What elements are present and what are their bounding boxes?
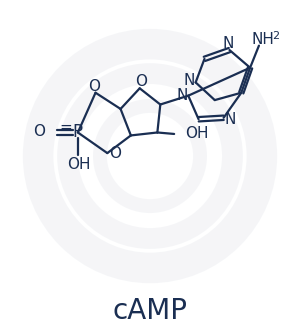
Text: P: P — [73, 123, 83, 141]
Text: =: = — [60, 120, 73, 135]
Text: N: N — [224, 112, 236, 127]
Text: O: O — [88, 79, 100, 94]
Text: O: O — [33, 124, 45, 139]
Text: 2: 2 — [272, 31, 280, 41]
Text: OH: OH — [185, 126, 208, 141]
Text: cAMP: cAMP — [112, 297, 188, 325]
Text: O: O — [110, 146, 122, 161]
Text: OH: OH — [68, 157, 91, 172]
Text: N: N — [222, 36, 234, 51]
Text: O: O — [135, 74, 147, 89]
Text: N: N — [176, 88, 188, 103]
Text: NH: NH — [251, 32, 274, 47]
Text: N: N — [184, 73, 195, 88]
